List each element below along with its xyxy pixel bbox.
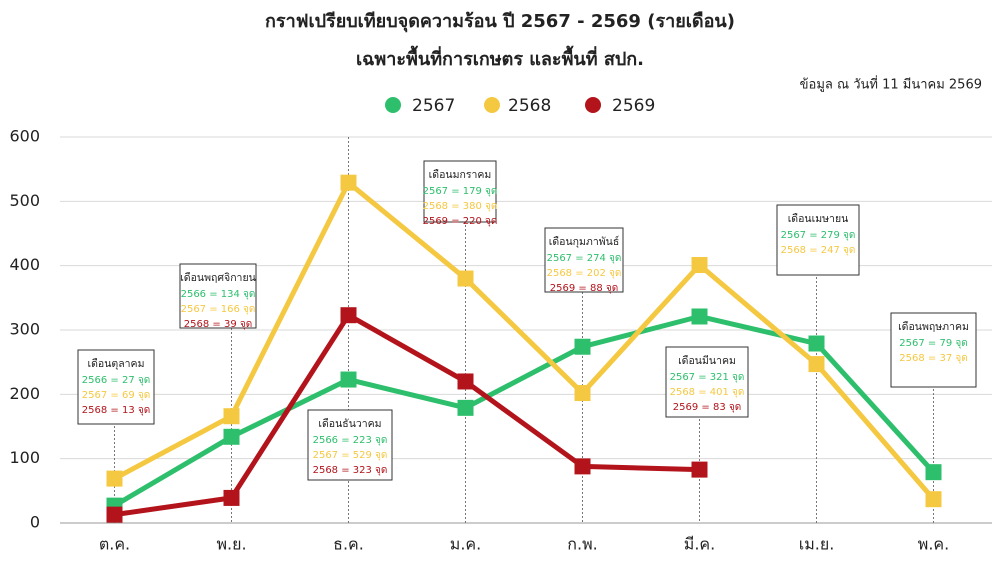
annotation-line: 2567 = 529 จุด bbox=[313, 450, 388, 461]
point-marker bbox=[925, 464, 942, 481]
point-marker bbox=[691, 461, 708, 478]
annotation-box bbox=[423, 160, 497, 223]
annotation-title: เดือนมกราคม bbox=[429, 168, 492, 181]
point-marker bbox=[223, 408, 240, 425]
point-marker bbox=[106, 506, 123, 523]
annotation-title: เดือนพฤษภาคม bbox=[898, 320, 969, 333]
point-marker bbox=[457, 270, 474, 287]
series-line bbox=[113, 180, 936, 501]
legend-marker bbox=[385, 97, 401, 113]
legend-label: 2567 bbox=[412, 96, 455, 116]
y-tick-label: 400 bbox=[9, 255, 40, 274]
point-marker bbox=[808, 335, 825, 352]
annotation-line: 2566 = 134 จุด bbox=[181, 289, 256, 300]
y-tick-label: 0 bbox=[30, 513, 40, 532]
annotation-line: 2567 = 79 จุด bbox=[899, 338, 967, 349]
annotation-line: 2566 = 27 จุด bbox=[82, 375, 150, 386]
x-tick-label: ต.ค. bbox=[99, 535, 130, 554]
x-tick-label: ก.พ. bbox=[567, 535, 597, 554]
legend-label: 2569 bbox=[612, 96, 655, 116]
annotation-box bbox=[665, 346, 749, 418]
annotation-line: 2568 = 401 จุด bbox=[670, 387, 745, 398]
x-tick-label: มี.ค. bbox=[684, 535, 715, 554]
point-marker bbox=[340, 371, 357, 388]
point-marker bbox=[223, 489, 240, 506]
data-note: ข้อมูล ณ วันที่ 11 มีนาคม 2569 bbox=[800, 76, 982, 93]
point-marker bbox=[340, 174, 357, 191]
annotation-line: 2568 = 247 จุด bbox=[781, 245, 856, 256]
y-tick-label: 300 bbox=[9, 320, 40, 339]
annotation-title: เดือนมีนาคม bbox=[678, 354, 736, 367]
annotation-box bbox=[179, 263, 257, 329]
annotation-line: 2568 = 13 จุด bbox=[82, 405, 150, 416]
annotation-line: 2567 = 166 จุด bbox=[181, 304, 256, 315]
point-marker bbox=[691, 308, 708, 325]
y-tick-label: 200 bbox=[9, 384, 40, 403]
point-marker bbox=[223, 428, 240, 445]
annotation-title: เดือนพฤศจิกายน bbox=[180, 271, 256, 284]
y-tick-label: 600 bbox=[9, 127, 40, 146]
annotation-line: 2568 = 37 จุด bbox=[899, 353, 967, 364]
annotation-title: เดือนธันวาคม bbox=[318, 417, 381, 430]
annotation-box bbox=[77, 349, 155, 425]
annotation-title: เดือนกุมภาพันธ์ bbox=[549, 235, 620, 248]
x-tick-label: เม.ย. bbox=[799, 535, 835, 554]
point-marker bbox=[574, 385, 591, 402]
y-tick-label: 500 bbox=[9, 191, 40, 210]
series-line bbox=[114, 312, 700, 518]
x-tick-label: พ.ค. bbox=[918, 535, 949, 554]
point-marker bbox=[457, 399, 474, 416]
point-marker bbox=[574, 338, 591, 355]
annotation-line: 2567 = 274 จุด bbox=[547, 253, 622, 264]
annotation-line: 2569 = 220 จุด bbox=[423, 216, 498, 227]
annotation-box bbox=[776, 204, 860, 276]
point-marker bbox=[691, 257, 708, 274]
point-marker bbox=[106, 470, 123, 487]
annotation-line: 2567 = 179 จุด bbox=[423, 186, 498, 197]
point-marker bbox=[925, 491, 942, 508]
annotation-line: 2569 = 88 จุด bbox=[550, 283, 618, 294]
chart-subtitle: เฉพาะพื้นที่การเกษตร และพื้นที่ สปก. bbox=[356, 45, 644, 70]
series-line bbox=[113, 313, 936, 508]
annotation-title: เดือนเมษายน bbox=[788, 212, 849, 225]
legend-label: 2568 bbox=[508, 96, 551, 116]
x-tick-label: พ.ย. bbox=[216, 535, 246, 554]
annotation-line: 2567 = 279 จุด bbox=[781, 230, 856, 241]
annotation-line: 2568 = 380 จุด bbox=[423, 201, 498, 212]
annotation-box bbox=[544, 227, 624, 293]
annotation-line: 2568 = 323 จุด bbox=[313, 465, 388, 476]
point-marker bbox=[574, 458, 591, 475]
annotation-title: เดือนตุลาคม bbox=[88, 357, 145, 370]
annotation-line: 2568 = 202 จุด bbox=[547, 268, 622, 279]
legend-marker bbox=[484, 97, 500, 113]
y-tick-label: 100 bbox=[9, 448, 40, 467]
point-marker bbox=[808, 356, 825, 373]
annotation-box bbox=[307, 409, 393, 481]
annotation-line: 2567 = 321 จุด bbox=[670, 372, 745, 383]
point-marker bbox=[340, 307, 357, 324]
annotation-line: 2568 = 39 จุด bbox=[184, 319, 252, 330]
x-tick-label: ธ.ค. bbox=[333, 535, 364, 554]
point-marker bbox=[457, 373, 474, 390]
annotation-line: 2566 = 223 จุด bbox=[313, 435, 388, 446]
annotation-line: 2567 = 69 จุด bbox=[82, 390, 150, 401]
chart-title: กราฟเปรียบเทียบจุดความร้อน ปี 2567 - 256… bbox=[265, 11, 735, 33]
annotation-line: 2569 = 83 จุด bbox=[673, 402, 741, 413]
x-tick-label: ม.ค. bbox=[450, 535, 481, 554]
annotation-box bbox=[890, 312, 977, 388]
legend-marker bbox=[585, 97, 601, 113]
